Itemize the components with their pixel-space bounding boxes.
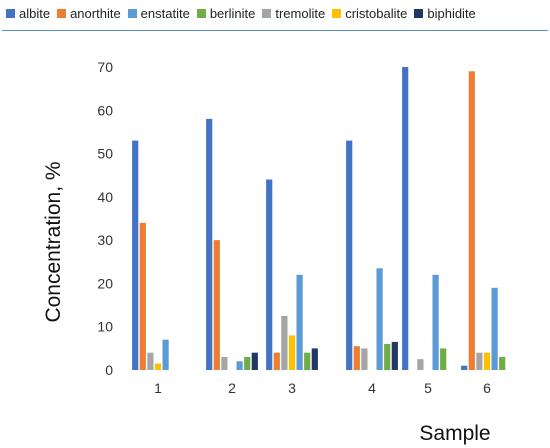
bar-enstatite-sample-5 xyxy=(417,359,424,370)
bar-cristobalite-sample-6 xyxy=(491,287,498,370)
bar-berlinite-sample-5 xyxy=(440,348,447,370)
legend-swatch xyxy=(414,9,424,18)
legend-item-cristobalite: cristobalite xyxy=(332,6,407,21)
bar-tremolite-sample-1 xyxy=(154,363,162,370)
legend-label: anorthite xyxy=(70,6,121,21)
bar-anorthite-sample-3 xyxy=(273,352,280,370)
legend-swatch xyxy=(57,9,67,18)
y-tick-label: 50 xyxy=(97,146,113,162)
legend-item-berlinite: berlinite xyxy=(196,6,256,21)
bar-berlinite-sample-4 xyxy=(384,344,391,370)
bar-albite-sample-2 xyxy=(206,118,213,371)
bar-biphidite-sample-4 xyxy=(391,341,398,370)
legend-item-tremolite: tremolite xyxy=(262,6,325,21)
bar-anorthite-sample-1 xyxy=(139,222,146,370)
legend-item-enstatite: enstatite xyxy=(127,6,190,21)
bar-enstatite-sample-1 xyxy=(147,352,154,370)
bar-berlinite-sample-3 xyxy=(304,352,311,370)
x-tick-label: 5 xyxy=(424,380,432,396)
bar-enstatite-sample-4 xyxy=(361,348,368,370)
y-tick-label: 10 xyxy=(97,319,113,335)
legend-swatch xyxy=(6,9,15,18)
legend-swatch xyxy=(262,9,272,18)
bar-biphidite-sample-3 xyxy=(311,348,318,370)
bar-berlinite-sample-2 xyxy=(244,357,251,370)
bar-cristobalite-sample-5 xyxy=(432,274,439,370)
y-tick-label: 20 xyxy=(97,275,113,291)
legend-label: cristobalite xyxy=(345,6,408,21)
legend-swatch xyxy=(127,9,137,18)
y-tick-label: 60 xyxy=(97,102,113,118)
bar-tremolite-sample-3 xyxy=(288,335,296,370)
bar-enstatite-sample-6 xyxy=(476,352,483,370)
legend-item-anorthite: anorthite xyxy=(57,6,121,21)
y-tick-label: 30 xyxy=(97,232,113,248)
legend-swatch xyxy=(196,9,206,18)
bar-anorthite-sample-4 xyxy=(353,346,360,370)
x-tick-label: 4 xyxy=(368,380,376,396)
legend-label: tremolite xyxy=(275,6,326,21)
bar-enstatite-sample-2 xyxy=(221,357,228,370)
x-axis-label: Sample xyxy=(419,422,490,445)
bar-anorthite-sample-6 xyxy=(468,71,475,371)
legend-item-biphidite: biphidite xyxy=(414,6,476,21)
bar-enstatite-sample-3 xyxy=(281,315,288,370)
legend-item-albite: albite xyxy=(6,6,50,21)
y-tick-label: 70 xyxy=(97,59,113,75)
bar-albite-sample-1 xyxy=(132,140,139,370)
y-tick-label: 40 xyxy=(97,189,113,205)
legend-label: albite xyxy=(19,6,51,21)
bar-biphidite-sample-2 xyxy=(251,352,258,370)
bar-cristobalite-sample-3 xyxy=(296,274,303,370)
legend-label: biphidite xyxy=(427,6,476,21)
legend-swatch xyxy=(332,9,342,18)
bar-albite-sample-3 xyxy=(266,179,273,370)
y-axis-label: Concentration, % xyxy=(42,161,65,322)
legend-label: berlinite xyxy=(209,6,256,21)
y-tick-label: 0 xyxy=(105,362,113,378)
legend-divider xyxy=(2,30,548,31)
bar-cristobalite-sample-1 xyxy=(162,339,169,370)
x-tick-label: 1 xyxy=(154,380,162,396)
x-tick-label: 6 xyxy=(483,380,491,396)
x-tick-label: 2 xyxy=(228,380,236,396)
legend-label: enstatite xyxy=(140,6,190,21)
bar-anorthite-sample-2 xyxy=(213,240,220,370)
x-tick-label: 3 xyxy=(288,380,296,396)
bar-albite-sample-4 xyxy=(346,140,353,370)
bar-albite-sample-6 xyxy=(461,365,468,370)
bar-cristobalite-sample-4 xyxy=(376,268,383,370)
bar-berlinite-sample-6 xyxy=(499,357,506,370)
bar-albite-sample-5 xyxy=(402,67,409,370)
chart-legend: albite anorthite enstatite berlinite tremoli… xyxy=(6,6,483,21)
bar-tremolite-sample-6 xyxy=(483,352,491,370)
bar-cristobalite-sample-2 xyxy=(236,361,243,370)
